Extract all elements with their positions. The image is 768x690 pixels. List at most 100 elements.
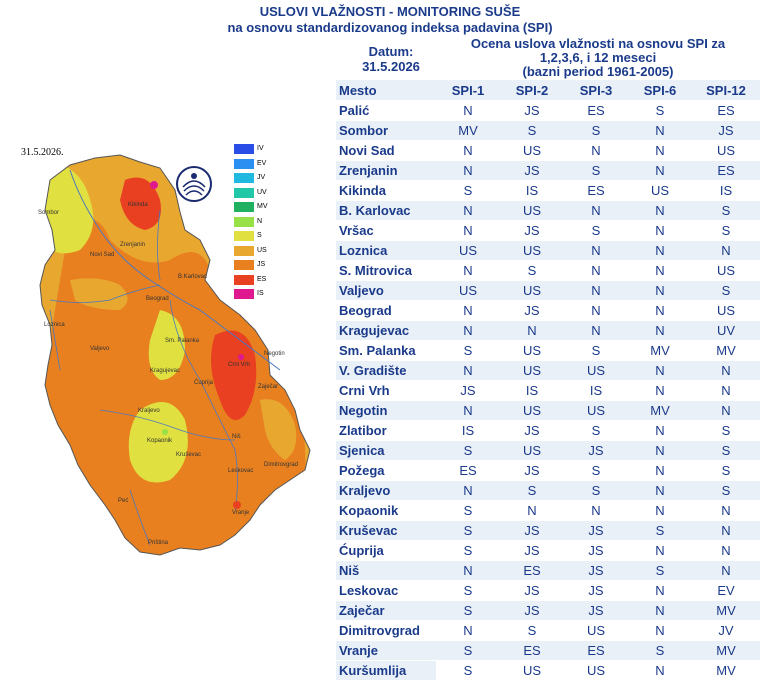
header-mesto: Mesto [336,80,436,101]
spi-value-cell: N [436,360,500,381]
spi-value-cell: JS [564,600,628,621]
spi-value-cell: N [628,580,692,601]
station-name-cell: Zlatibor [336,420,436,441]
spi-value-cell: JS [564,440,628,461]
spi-map: Sombor Kikinda Zrenjanin Novi Sad B.Karl… [38,154,311,556]
legend-label: S [257,232,262,239]
spi-value-cell: JS [564,520,628,541]
city-label: Sm. Palanka [165,338,200,344]
spi-value-cell: IS [692,180,760,201]
legend-label: IS [257,290,264,297]
city-label: Kruševac [176,452,201,458]
table-row: Novi Sad N US N N US [336,140,760,161]
table-row: Beograd N JS N N US [336,300,760,321]
spi-value-cell: S [500,480,564,501]
legend-swatch [234,274,254,285]
spi-value-cell: N [436,620,500,641]
station-name-cell: Vršac [336,220,436,241]
spi-value-cell: ES [500,560,564,581]
legend-label: IV [257,145,264,152]
spi-value-cell: N [500,500,564,521]
spi-value-cell: N [628,220,692,241]
region-s-central [128,402,188,483]
spi-value-cell: IS [436,420,500,441]
region-es-kikinda [120,177,161,230]
spi-value-cell: IS [500,380,564,401]
station-dot-kopaonik [162,429,168,435]
spi-value-cell: US [692,260,760,281]
city-label: Loznica [44,322,65,328]
spi-value-cell: S [500,260,564,281]
spi-value-cell: JS [500,600,564,621]
river-danube [69,169,281,371]
table-row: Sm. Palanka S US S MV MV [336,340,760,361]
spi-value-cell: MV [692,340,760,361]
spi-value-cell: S [628,560,692,581]
spi-value-cell: ES [500,640,564,661]
spi-value-cell: S [692,220,760,241]
datum-block: Datum: 31.5.2026 [346,44,436,74]
spi-value-cell: S [436,440,500,461]
spi-value-cell: N [628,300,692,321]
spi-value-cell: US [500,240,564,261]
spi-value-cell: S [564,460,628,481]
spi-value-cell: MV [692,640,760,661]
spi-value-cell: N [628,420,692,441]
legend-swatch [234,216,254,227]
spi-value-cell: MV [692,600,760,621]
spi-value-cell: JS [500,220,564,241]
spi-value-cell: ES [564,180,628,201]
spi-value-cell: US [564,620,628,641]
spi-value-cell: US [628,180,692,201]
spi-value-cell: N [628,280,692,301]
station-name-cell: Zrenjanin [336,160,436,181]
city-label: Peć [118,498,128,504]
spi-value-cell: N [628,620,692,641]
spi-value-cell: MV [436,120,500,141]
legend-label: US [257,246,267,254]
page-title: USLOVI VLAŽNOSTI - MONITORING SUŠE na os… [200,4,580,36]
spi-value-cell: N [628,260,692,281]
spi-value-cell: N [436,400,500,421]
city-label: Novi Sad [90,252,114,258]
header-spi-6: SPI-6 [628,80,692,101]
station-dot-vranje [233,501,241,509]
table-row: Požega ES JS S N S [336,460,760,481]
table-header-row: Mesto SPI-1 SPI-2 SPI-3 SPI-6 SPI-12 [336,80,760,101]
spi-value-cell: ES [564,640,628,661]
station-name-cell: Vranje [336,640,436,661]
spi-value-cell: N [436,320,500,341]
spi-value-cell: N [564,200,628,221]
header-spi-3: SPI-3 [564,80,628,101]
spi-value-cell: US [500,280,564,301]
spi-value-cell: JS [692,120,760,141]
spi-value-cell: N [628,380,692,401]
spi-value-cell: S [436,340,500,361]
spi-value-cell: US [564,360,628,381]
legend-swatch [234,289,254,299]
table-row: Leskovac S JS JS N EV [336,580,760,601]
spi-value-cell: JS [500,540,564,561]
station-name-cell: Beograd [336,300,436,321]
station-name-cell: Novi Sad [336,140,436,161]
station-name-cell: Sombor [336,120,436,141]
spi-value-cell: N [628,540,692,561]
station-name-cell: B. Karlovac [336,200,436,221]
title-line-1: USLOVI VLAŽNOSTI - MONITORING SUŠE [259,4,521,19]
table-row: Kraljevo N S S N S [336,480,760,501]
spi-value-cell: JS [500,580,564,601]
spi-value-cell: US [500,340,564,361]
legend-swatch [234,187,254,198]
spi-value-cell: US [500,400,564,421]
spi-value-cell: N [436,560,500,581]
spi-value-cell: JS [500,460,564,481]
station-name-cell: Niš [336,560,436,581]
station-name-cell: Crni Vrh [336,380,436,401]
spi-value-cell: N [692,360,760,381]
city-label: Crni Vrh [228,362,250,368]
datum-label: Datum: [368,44,414,59]
spi-value-cell: N [564,140,628,161]
station-name-cell: Kopaonik [336,500,436,521]
table-row: Crni Vrh JS IS IS N N [336,380,760,401]
legend-label: JS [257,261,266,268]
